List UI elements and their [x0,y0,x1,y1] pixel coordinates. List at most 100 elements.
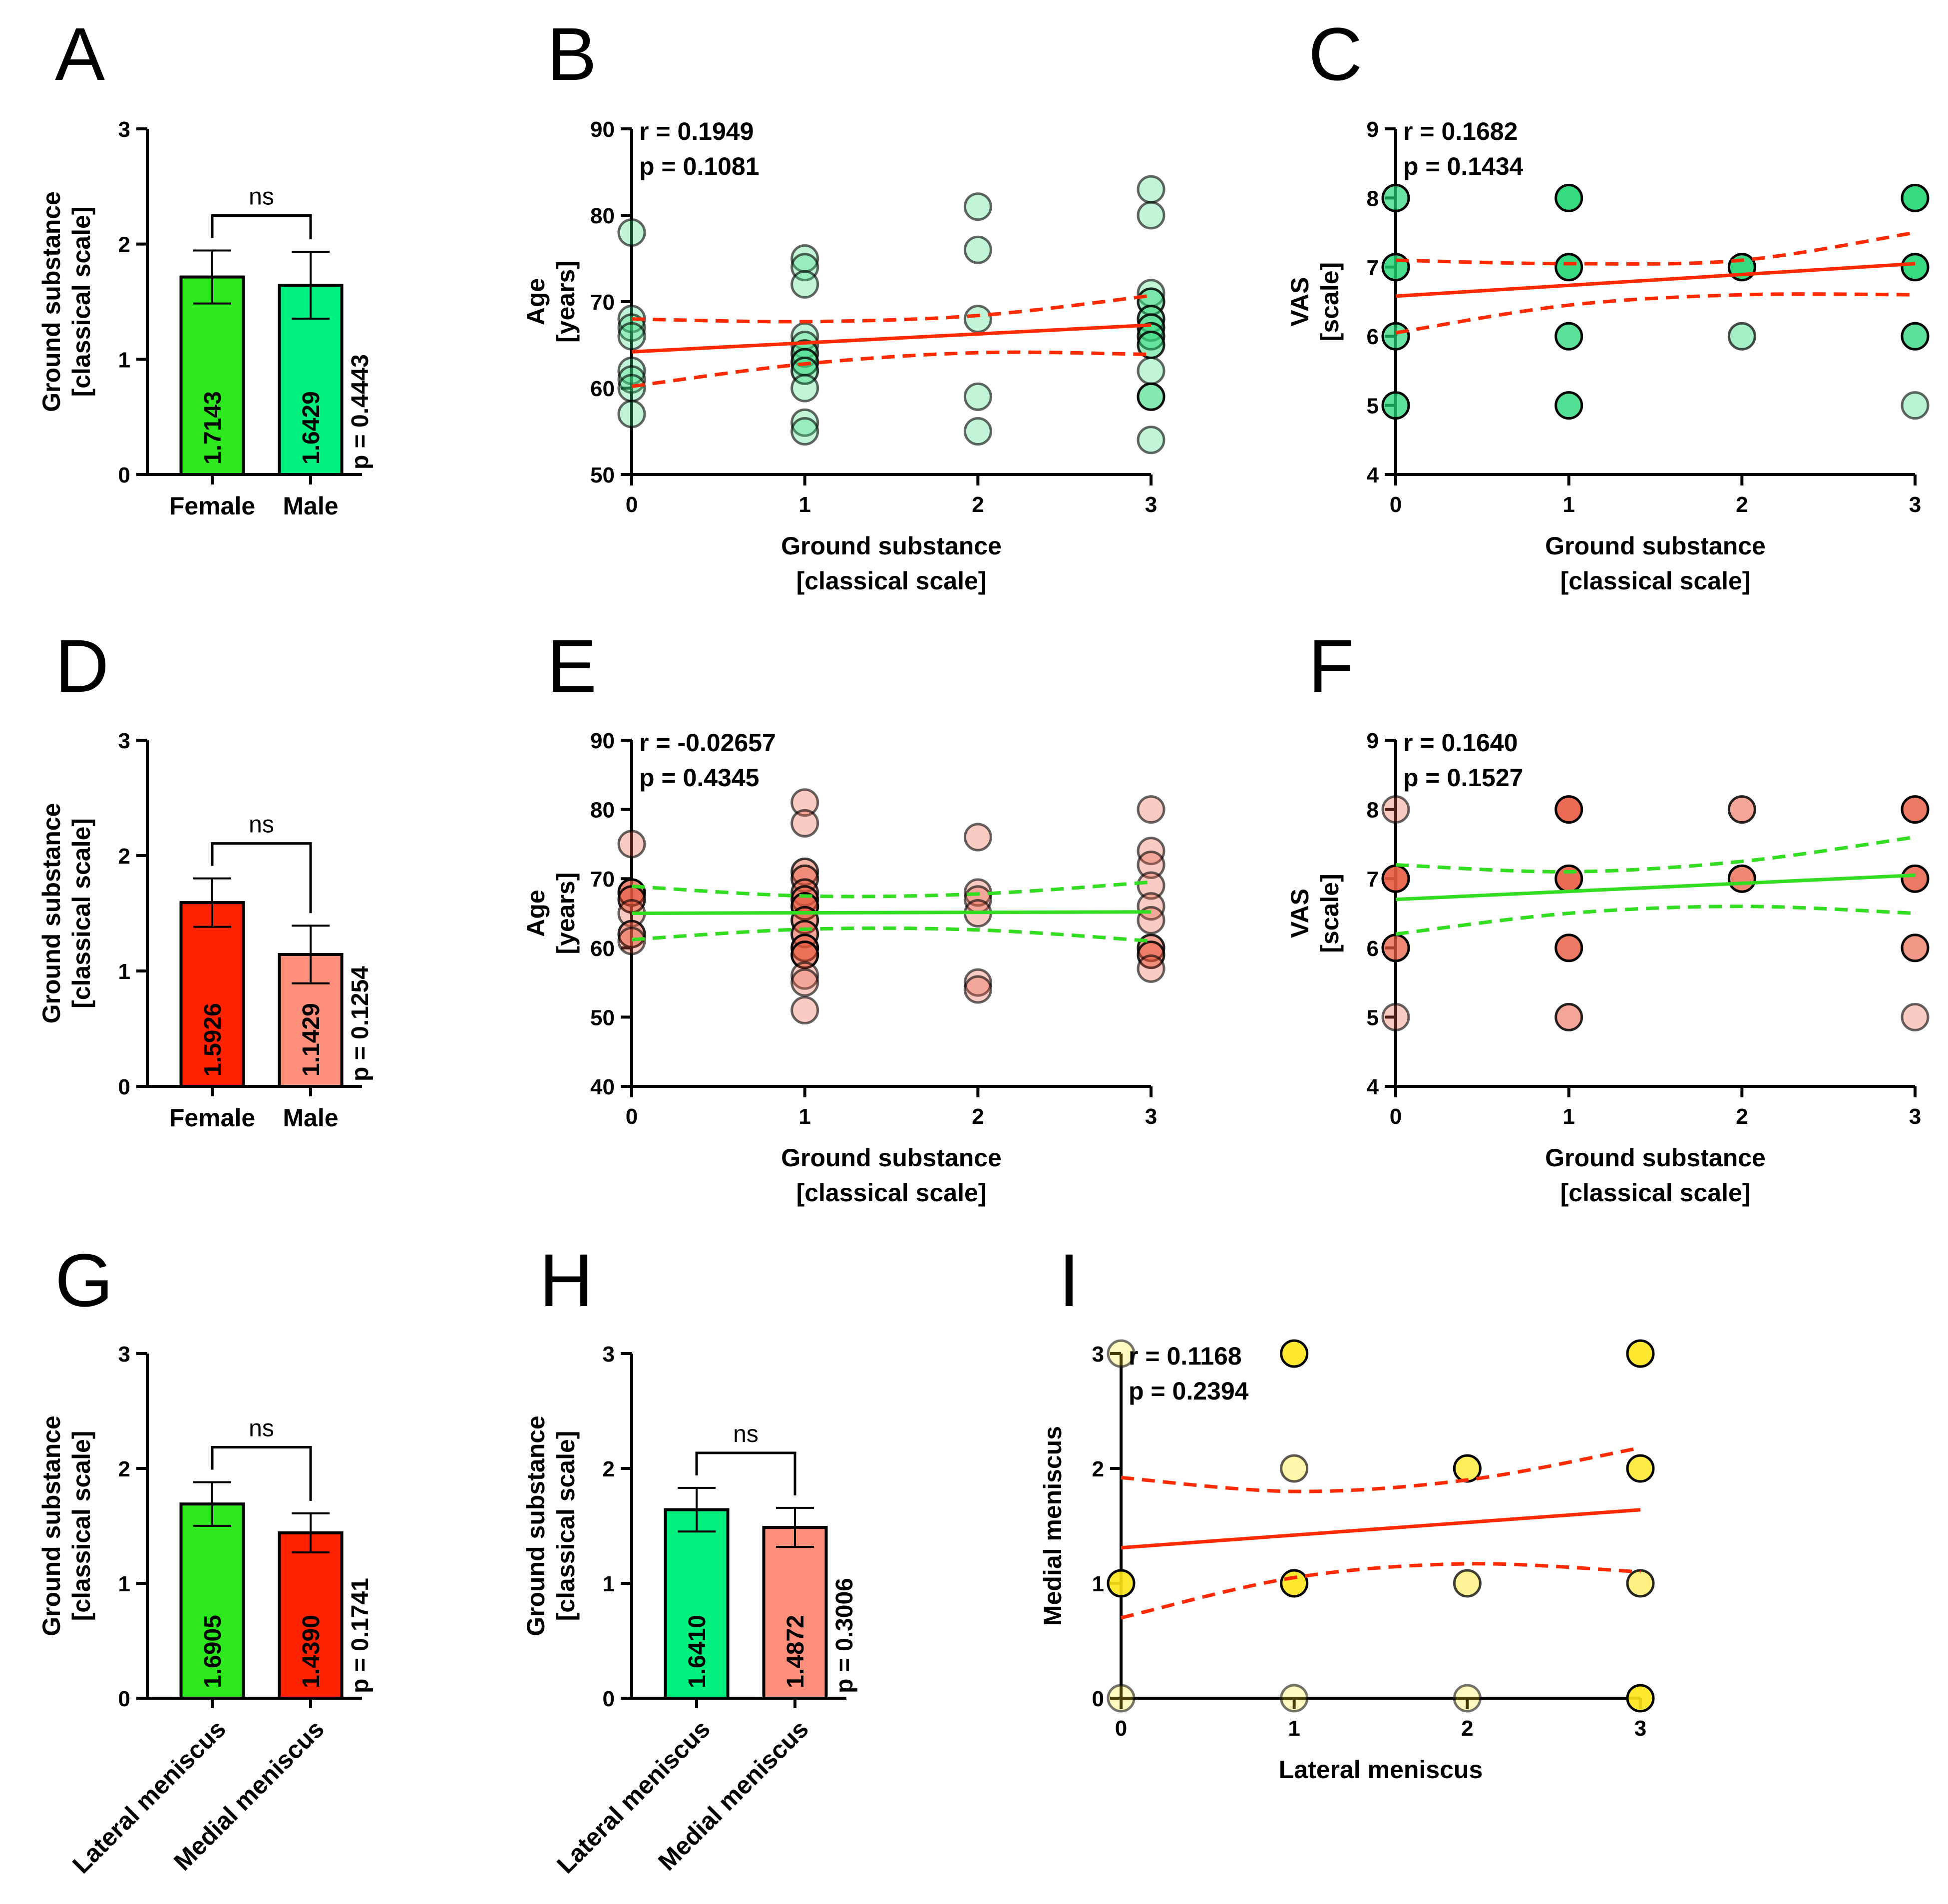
panel-label-f: F [1308,624,1354,708]
x-tick-label-c: 3 [1909,492,1921,517]
data-point-e [963,823,992,852]
x-axis-label-b: Ground substance [781,532,1002,560]
data-point-f [1555,795,1583,824]
y-axis-label-b: Age [522,278,550,325]
bar-value-label-d: 1.5926 [200,1003,226,1076]
confidence-band-upper-c [1395,231,1916,266]
p-value-label-f: p = 0.1527 [1403,764,1523,792]
bar-value-label-g: 1.6905 [200,1615,226,1688]
x-tick-label-f: 3 [1909,1104,1921,1129]
data-point-c [1901,391,1930,420]
panel-I: I 0 1 2 3 0 1 2 3 Lateral meniscus Medial meniscus… [1039,1238,1655,1784]
data-point-f [1381,795,1410,824]
confidence-band-lower-f [1395,905,1916,936]
significance-bracket-h [695,1451,796,1495]
y-axis-label-g: [classical scale] [67,1431,95,1621]
x-tick-label-i: 1 [1288,1716,1300,1741]
y-tick-label-d: 2 [118,844,130,869]
data-point-f [1381,864,1410,893]
y-tick-label-g: 1 [118,1572,130,1596]
bar-value-label-g: 1.4390 [298,1615,325,1688]
data-point-b [963,417,992,446]
x-tick-label-e: 2 [972,1104,984,1129]
bar-value-label-a: 1.6429 [298,391,325,465]
x-tick-label-i: 3 [1634,1716,1646,1741]
x-axis-label-f: Ground substance [1545,1144,1766,1172]
data-point-b [1137,175,1166,204]
data-point-i [1626,1339,1655,1368]
data-point-f [1555,1002,1583,1031]
y-tick-label-c: 5 [1367,394,1379,419]
y-tick-label-f: 9 [1367,729,1379,753]
data-point-c [1555,322,1583,351]
significance-label-a: ns [249,184,274,210]
data-point-e [790,857,819,886]
r-value-label-f: r = 0.1640 [1403,729,1518,757]
confidence-band-lower-c [1395,292,1916,335]
panel-A: A 0 1 2 3 Ground substance [classical scale] 1.… [37,12,374,520]
data-point-f [1901,795,1930,824]
y-tick-label-b: 60 [590,377,615,401]
y-axis-label-c: [scale] [1316,262,1344,341]
bar-value-label-h: 1.4872 [782,1615,809,1688]
y-axis-label-h: Ground substance [522,1416,550,1636]
data-point-b [1137,382,1166,411]
y-tick-label-b: 80 [590,204,615,228]
r-value-label-c: r = 0.1682 [1403,117,1518,145]
y-tick-label-i: 1 [1092,1572,1104,1596]
data-point-c [1555,183,1583,212]
y-axis-label-a: Ground substance [37,191,65,412]
x-tick-label-c: 1 [1562,492,1574,517]
x-axis-label-e: [classical scale] [796,1179,987,1207]
y-tick-label-e: 70 [590,867,615,892]
y-tick-label-g: 2 [118,1457,130,1481]
data-point-i [1280,1684,1309,1713]
y-tick-label-i: 3 [1092,1342,1104,1367]
y-axis-label-e: Age [522,890,550,937]
x-tick-label-b: 3 [1145,492,1157,517]
x-tick-label-e: 1 [798,1104,810,1129]
bar-value-label-d: 1.1429 [298,1003,325,1076]
x-tick-label-e: 0 [626,1104,638,1129]
data-point-f [1901,934,1930,962]
panel-H: H 0 1 2 3 Ground substance [classical scale] 1.… [522,1238,858,1879]
x-tick-label-i: 0 [1115,1716,1127,1741]
data-point-e [790,968,819,997]
x-tick-label-e: 3 [1145,1104,1157,1129]
y-tick-label-b: 70 [590,290,615,315]
y-axis-label-b: [years] [552,261,580,343]
data-point-f [1555,934,1583,962]
significance-label-h: ns [733,1421,759,1447]
confidence-band-lower-e [631,926,1152,943]
y-tick-label-d: 3 [118,729,130,753]
x-tick-label-b: 0 [626,492,638,517]
data-point-e [790,809,819,838]
x-tick-label-f: 1 [1562,1104,1574,1129]
y-tick-label-d: 1 [118,959,130,984]
data-point-b [963,235,992,264]
data-point-b [617,400,646,429]
panel-label-d: D [55,624,109,708]
y-tick-label-a: 2 [118,233,130,257]
data-point-b [790,408,819,437]
y-tick-label-f: 5 [1367,1005,1379,1030]
data-point-e [1137,954,1166,983]
data-point-c [1901,322,1930,351]
data-point-i [1453,1569,1482,1598]
bar-value-label-h: 1.6410 [684,1615,711,1688]
data-point-i [1453,1684,1482,1713]
y-axis-label-d: Ground substance [37,803,65,1024]
y-tick-label-e: 50 [590,1005,615,1030]
panel-D: D 0 1 2 3 Ground substance [classical scale] 1.… [37,624,374,1132]
data-point-i [1107,1339,1136,1368]
data-point-i [1626,1454,1655,1483]
y-axis-label-f: [scale] [1316,874,1344,952]
confidence-band-upper-b [631,294,1152,324]
data-point-b [963,192,992,221]
data-point-f [1901,1002,1930,1031]
x-axis-label-f: [classical scale] [1560,1179,1751,1207]
category-label-a: Male [283,492,338,520]
data-point-b [1137,356,1166,385]
y-tick-label-c: 8 [1367,186,1379,211]
